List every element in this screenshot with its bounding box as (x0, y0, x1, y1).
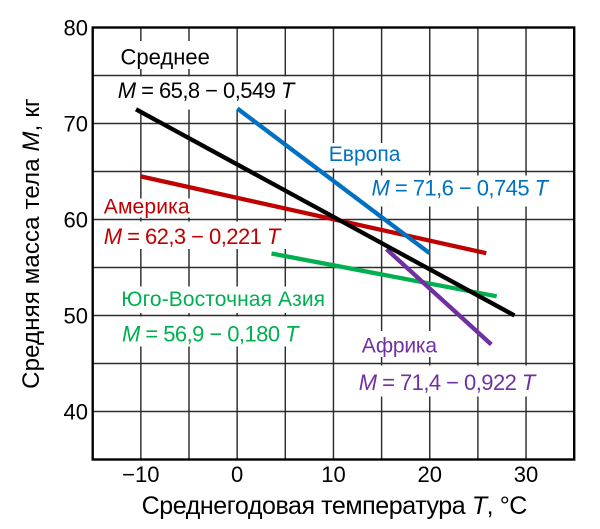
svg-text:Африка: Африка (362, 335, 438, 358)
svg-text:30: 30 (514, 462, 538, 487)
svg-text:Юго-Восточная Азия: Юго-Восточная Азия (121, 288, 325, 311)
svg-text:M = 56,9 − 0,180 T: M = 56,9 − 0,180 T (122, 321, 300, 346)
svg-text:Среднегодовая температура T, °: Среднегодовая температура T, °C (142, 492, 528, 520)
svg-text:80: 80 (64, 16, 88, 41)
svg-text:70: 70 (64, 112, 88, 137)
svg-text:60: 60 (64, 208, 88, 233)
svg-text:Европа: Европа (329, 143, 401, 166)
svg-text:M = 71,6 − 0,745 T: M = 71,6 − 0,745 T (372, 175, 550, 200)
svg-text:Среднее: Среднее (121, 45, 210, 70)
svg-text:40: 40 (64, 400, 88, 425)
svg-text:Америка: Америка (104, 195, 190, 218)
svg-text:10: 10 (321, 462, 345, 487)
svg-text:50: 50 (64, 304, 88, 329)
svg-text:M = 62,3 − 0,221 T: M = 62,3 − 0,221 T (104, 224, 282, 249)
svg-text:Средняя масса тела M, кг: Средняя масса тела M, кг (18, 98, 45, 389)
svg-text:M = 65,8 − 0,549 T: M = 65,8 − 0,549 T (118, 78, 296, 103)
svg-text:20: 20 (418, 462, 442, 487)
svg-text:M = 71,4 − 0,922 T: M = 71,4 − 0,922 T (359, 370, 537, 395)
svg-text:−10: −10 (122, 462, 159, 487)
svg-text:0: 0 (231, 462, 243, 487)
